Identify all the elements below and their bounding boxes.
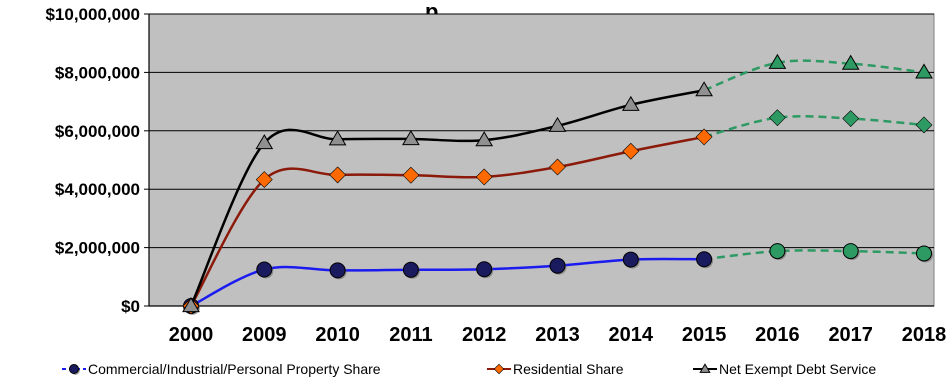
- data-point: [255, 171, 273, 188]
- x-tick-label: 2012: [462, 324, 507, 346]
- data-point: [768, 109, 786, 127]
- data-point: [622, 251, 639, 268]
- data-point: [475, 168, 493, 186]
- x-tick-label: 2000: [169, 324, 214, 346]
- data-point: [621, 95, 640, 111]
- x-tick-label: 2014: [609, 324, 654, 346]
- data-point: [549, 158, 566, 176]
- data-point: [769, 243, 786, 260]
- data-point: [475, 131, 494, 147]
- data-point: [476, 261, 493, 278]
- y-tick-label: $2,000,000: [55, 239, 140, 258]
- y-tick-label: $8,000,000: [55, 63, 140, 82]
- data-point: [256, 261, 273, 278]
- data-point: [915, 116, 933, 134]
- legend-label-0: Commercial/Industrial/Personal Property …: [88, 361, 381, 377]
- x-tick-label: 2009: [242, 324, 287, 346]
- legend-marker-0: [69, 364, 79, 374]
- series-projection-1: [703, 115, 925, 139]
- plot-area: [148, 13, 935, 307]
- data-point: [915, 63, 933, 79]
- data-point: [696, 251, 713, 268]
- data-point: [328, 130, 347, 146]
- x-tick-label: 2015: [682, 324, 727, 346]
- series-projection-0: [703, 249, 925, 261]
- y-tick-label: $6,000,000: [55, 122, 140, 141]
- legend-label-1: Residential Share: [513, 361, 624, 377]
- data-point: [402, 261, 419, 278]
- legend-marker-2: [699, 363, 711, 373]
- data-point: [768, 53, 787, 69]
- x-tick-label: 2016: [755, 324, 800, 346]
- y-tick-label: $10,000,000: [45, 5, 140, 24]
- legend-marker-1: [493, 363, 505, 375]
- y-tick-label: $4,000,000: [55, 180, 140, 199]
- data-point: [841, 54, 860, 70]
- x-tick-label: 2017: [828, 324, 873, 346]
- data-point: [916, 245, 932, 262]
- data-point: [182, 297, 200, 313]
- data-point: [695, 81, 713, 97]
- data-point: [402, 129, 420, 146]
- data-point: [329, 262, 346, 279]
- data-point: [695, 128, 713, 146]
- data-point: [548, 116, 567, 132]
- data-point: [402, 166, 420, 184]
- x-tick-label: 2011: [389, 324, 432, 346]
- data-point: [842, 243, 859, 260]
- y-tick-label: $0: [121, 297, 140, 316]
- data-point: [549, 257, 566, 274]
- data-point: [842, 110, 860, 127]
- data-point: [622, 142, 640, 160]
- data-point: [255, 134, 274, 150]
- series-line-2: [189, 88, 705, 307]
- x-tick-label: 2018: [902, 324, 947, 346]
- x-tick-label: 2010: [315, 324, 360, 346]
- x-tick-label: 2013: [535, 324, 580, 346]
- legend-label-2: Net Exempt Debt Service: [719, 361, 876, 377]
- data-point: [329, 166, 347, 184]
